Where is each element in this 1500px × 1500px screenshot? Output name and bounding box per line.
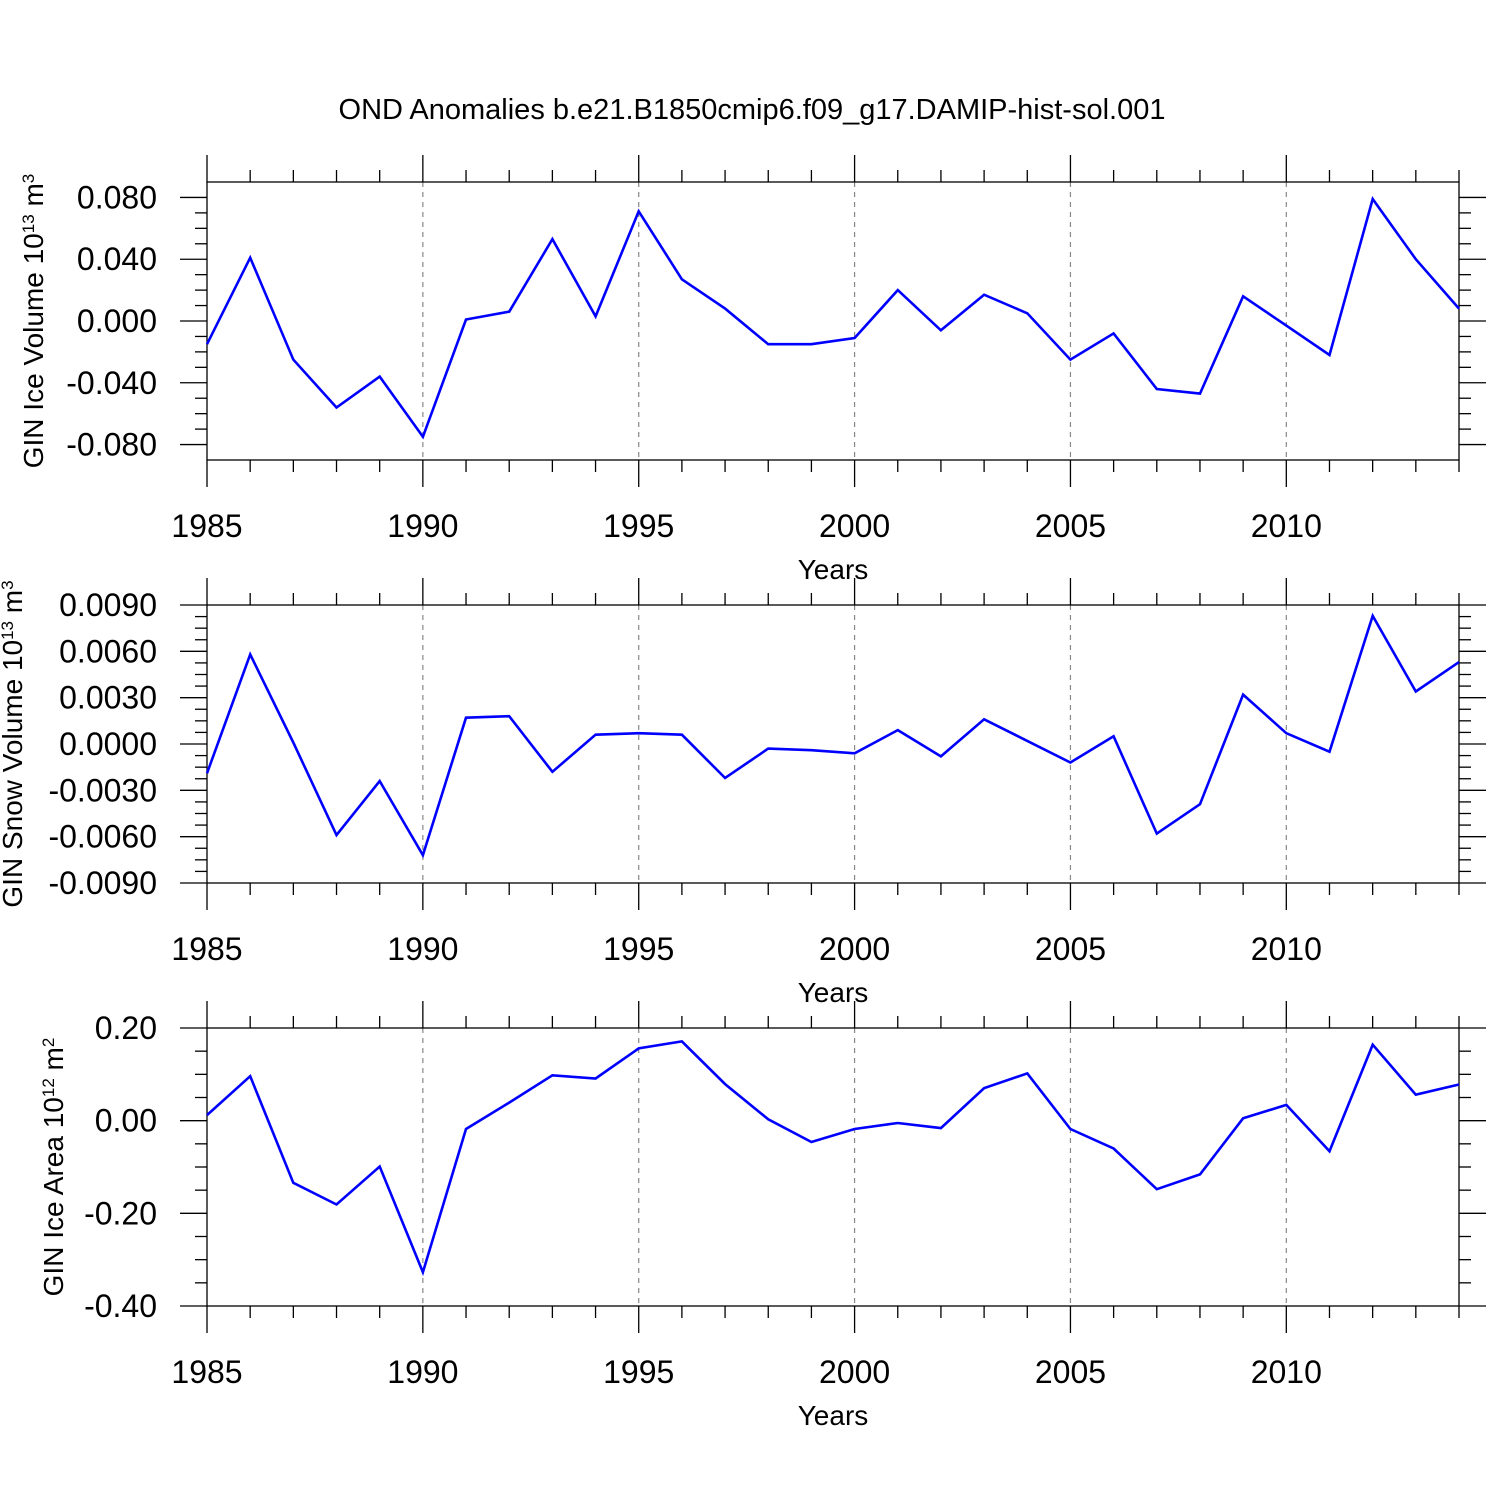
x-tick-label: 2000 (819, 931, 890, 967)
x-tick-label: 2000 (819, 1354, 890, 1390)
y-tick-label: -0.080 (66, 427, 157, 463)
y-tick-label: -0.0030 (48, 772, 157, 808)
y-tick-label: 0.0030 (59, 680, 157, 716)
y-tick-label: -0.20 (84, 1195, 157, 1231)
x-tick-label: 2005 (1035, 931, 1106, 967)
y-axis-title: GIN Snow Volume 1013 m3 (0, 580, 28, 907)
x-tick-label: 2005 (1035, 1354, 1106, 1390)
x-tick-label: 1995 (603, 1354, 674, 1390)
y-tick-label: 0.0000 (59, 726, 157, 762)
chart-panel-2: 1985 1990 1995 2000 2005 2010 -0.0090 -0.0060 -0… (0, 578, 1486, 1008)
x-tick-label: 2000 (819, 508, 890, 544)
y-axis-title: GIN Ice Area 1012 m2 (38, 1038, 69, 1297)
y-tick-label: 0.0090 (59, 587, 157, 623)
x-tick-label: 1990 (387, 1354, 458, 1390)
x-tick-label: 1985 (171, 508, 242, 544)
x-tick-label: 2010 (1251, 508, 1322, 544)
series-line (205, 612, 1460, 859)
y-tick-label: 0.000 (77, 303, 157, 339)
x-tick-label: 1995 (603, 931, 674, 967)
x-tick-label: 2005 (1035, 508, 1106, 544)
y-tick-label: 0.080 (77, 179, 157, 215)
series-line (205, 196, 1460, 440)
x-tick-label: 1985 (171, 1354, 242, 1390)
y-tick-label: 0.040 (77, 241, 157, 277)
chart-panel-3: 1985 1990 1995 2000 2005 2010 -0.40 -0.20 0.00 0.… (38, 1001, 1486, 1431)
x-tick-label: 1995 (603, 508, 674, 544)
x-tick-label: 1985 (171, 931, 242, 967)
series-line (206, 1040, 1460, 1277)
figure-title: OND Anomalies b.e21.B1850cmip6.f09_g17.D… (339, 94, 1166, 126)
x-axis-title: Years (798, 1400, 869, 1431)
y-tick-label: -0.40 (84, 1288, 157, 1324)
y-tick-label: 0.0060 (59, 633, 157, 669)
y-tick-label: 0.00 (95, 1103, 157, 1139)
y-tick-label: -0.0060 (48, 819, 157, 855)
y-tick-label: -0.0090 (48, 865, 157, 901)
x-tick-label: 2010 (1251, 1354, 1322, 1390)
chart-panels: 1985 1990 1995 2000 2005 2010 -0.080 -0.040 0.00… (0, 155, 1486, 1431)
x-axis-title: Years (798, 977, 869, 1008)
chart-panel-1: 1985 1990 1995 2000 2005 2010 -0.080 -0.040 0.00… (18, 155, 1486, 585)
x-tick-label: 2010 (1251, 931, 1322, 967)
y-tick-label: -0.040 (66, 365, 157, 401)
x-tick-label: 1990 (387, 931, 458, 967)
y-tick-label: 0.20 (95, 1010, 157, 1046)
y-axis-title: GIN Ice Volume 1013 m3 (18, 174, 49, 469)
x-tick-label: 1990 (387, 508, 458, 544)
x-axis-title: Years (798, 554, 869, 585)
